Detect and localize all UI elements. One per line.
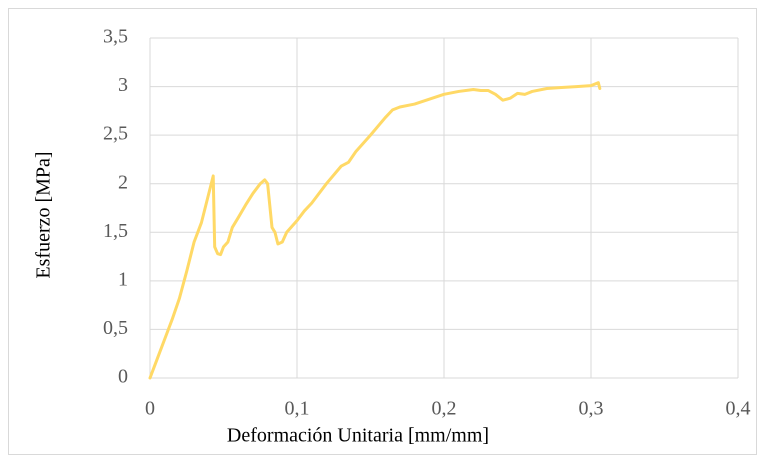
y-tick-label: 1 <box>118 268 128 290</box>
y-tick-label: 0 <box>118 366 128 388</box>
y-tick-label: 3 <box>118 74 128 96</box>
y-axis-title: Esfuerzo [MPa] <box>33 151 55 278</box>
x-axis-title: Deformación Unitaria [mm/mm] <box>227 425 489 447</box>
x-tick-label: 0,2 <box>432 398 457 420</box>
x-tick-label: 0,4 <box>726 398 751 420</box>
y-tick-label: 1,5 <box>103 220 128 242</box>
data-line <box>148 81 602 380</box>
x-tick-label: 0,1 <box>285 398 310 420</box>
y-tick-label: 2,5 <box>103 123 128 145</box>
y-tick-label: 2 <box>118 171 128 193</box>
x-tick-label: 0 <box>145 398 155 420</box>
y-tick-label: 0,5 <box>103 317 128 339</box>
x-tick-label: 0,3 <box>579 398 604 420</box>
y-tick-label: 3,5 <box>103 26 128 48</box>
